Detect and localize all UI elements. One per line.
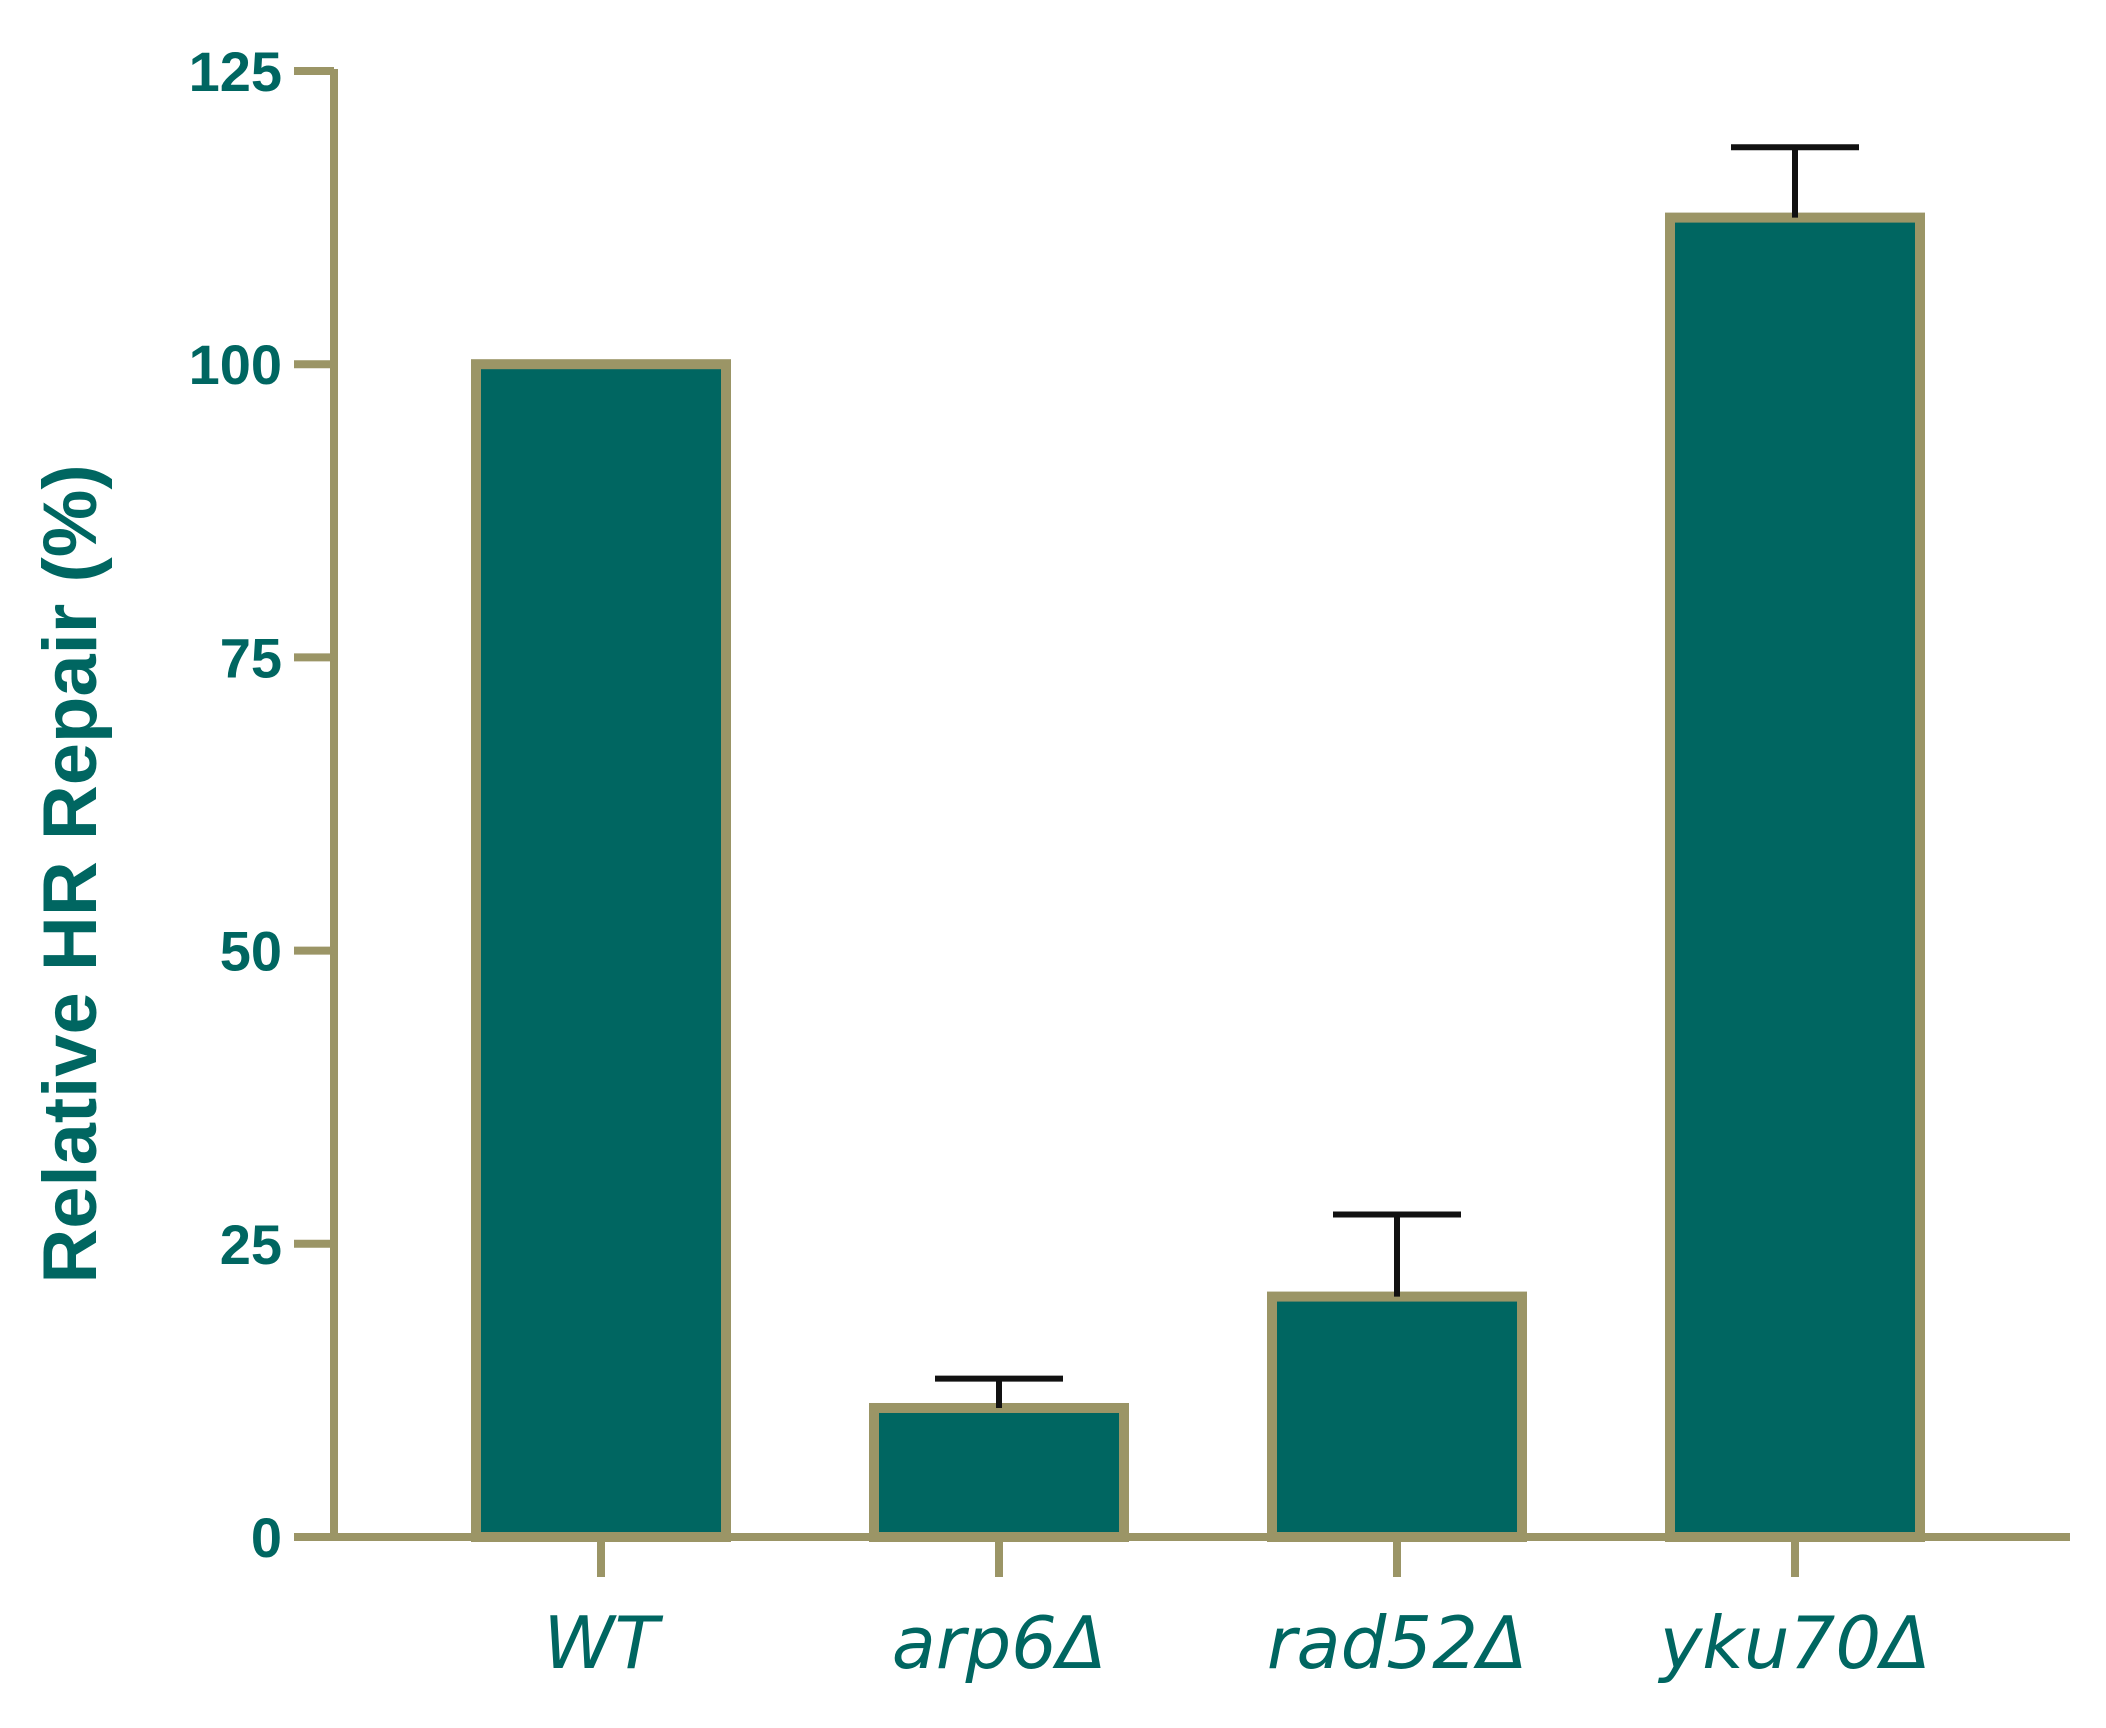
bar-3 <box>1665 212 1925 1543</box>
x-tick-label-0: WT <box>543 1601 663 1685</box>
bar-1 <box>869 1402 1129 1542</box>
labels-layer: 0 25 50 75 100 125 WT arp6Δ rad52Δ yku70Δ Relative… <box>28 40 1930 1685</box>
y-tick-label-0: 0 <box>251 1506 282 1569</box>
x-tick-label-3: yku70Δ <box>1658 1601 1931 1685</box>
y-axis-label: Relative HR Repair (%) <box>28 464 113 1283</box>
y-tick-label-5: 125 <box>189 40 282 103</box>
y-tick-label-1: 25 <box>220 1213 282 1276</box>
x-tick-label-1: arp6Δ <box>892 1601 1107 1685</box>
bar-0 <box>471 359 731 1543</box>
bar-2 <box>1267 1291 1527 1543</box>
y-tick-label-3: 75 <box>220 626 282 689</box>
axes-layer <box>294 67 2070 1577</box>
bars-layer <box>471 212 1925 1543</box>
x-tick-label-2: rad52Δ <box>1267 1601 1527 1685</box>
y-tick-label-2: 50 <box>220 920 282 983</box>
y-tick-label-4: 100 <box>189 333 282 396</box>
error-bars-layer <box>935 144 1859 1408</box>
